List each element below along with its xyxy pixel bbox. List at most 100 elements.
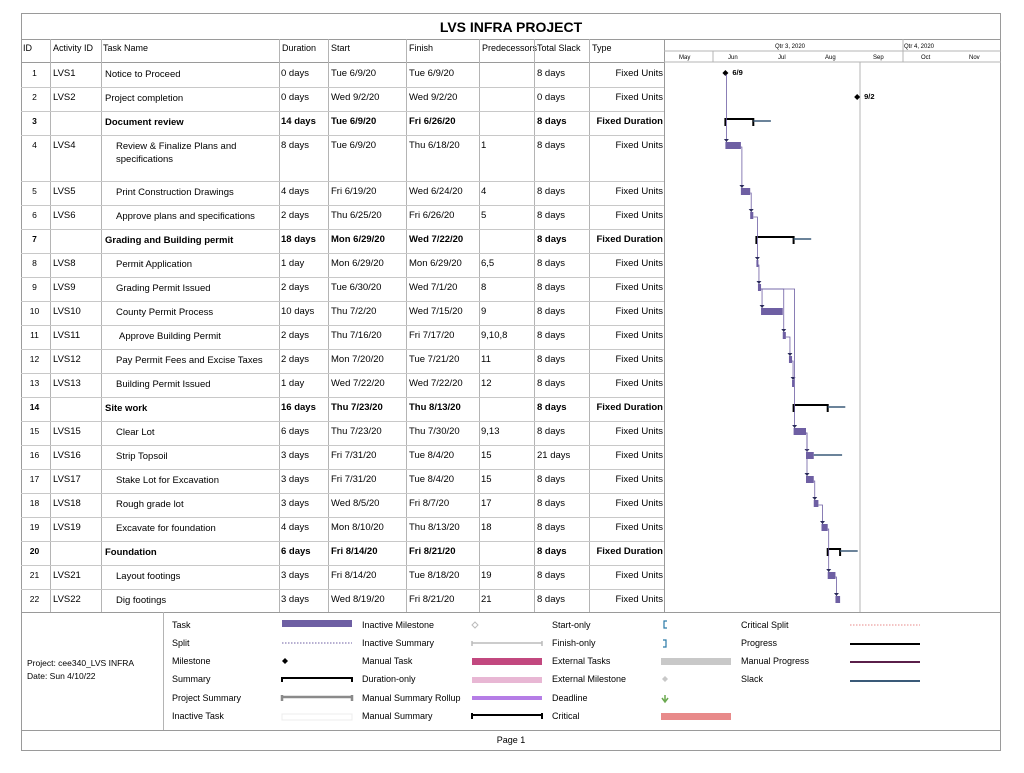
duration: 6 days — [281, 426, 309, 437]
milestone-marker — [854, 94, 861, 100]
dependency-arrowhead — [723, 139, 729, 142]
dependency-arrowhead — [748, 209, 754, 212]
dependency-link — [725, 74, 727, 142]
activity-id: LVS5 — [53, 186, 76, 197]
finish-date: Wed 7/15/20 — [409, 306, 463, 317]
total-slack: 8 days — [537, 68, 565, 79]
header-finish[interactable]: Finish — [409, 43, 434, 53]
duration: 3 days — [281, 474, 309, 485]
task-type: Fixed Units — [615, 186, 663, 197]
total-slack: 8 days — [537, 498, 565, 509]
task-row[interactable]: 9 LVS9 Grading Permit Issued 2 days Tue 6/30… — [21, 277, 664, 302]
task-name: Layout footings — [116, 571, 181, 582]
page-title: LVS INFRA PROJECT — [439, 19, 583, 35]
task-bar — [827, 572, 836, 579]
legend-label: Manual Task — [362, 656, 413, 666]
duration: 0 days — [281, 68, 309, 79]
header-task-name[interactable]: Task Name — [103, 43, 149, 53]
task-row[interactable]: 22 LVS22 Dig footings 3 days Wed 8/19/20 Fri … — [21, 589, 664, 613]
dependency-arrowhead — [826, 569, 832, 572]
task-row[interactable]: 2 LVS2 Project completion 0 days Wed 9/2/20 W… — [21, 87, 664, 112]
finish-date: Thu 8/13/20 — [409, 522, 460, 533]
task-type: Fixed Units — [615, 354, 663, 365]
task-row[interactable]: 11 LVS11 Approve Building Permit 2 days Thu … — [21, 325, 664, 350]
activity-id: LVS22 — [53, 594, 81, 605]
activity-id: LVS8 — [53, 258, 76, 269]
task-row[interactable]: 20 Foundation 6 days Fri 8/14/20 Fri 8/21/20… — [21, 541, 664, 566]
header-type[interactable]: Type — [592, 43, 612, 53]
task-row[interactable]: 15 LVS15 Clear Lot 6 days Thu 7/23/20 Thu 7/3… — [21, 421, 664, 446]
task-id: 15 — [29, 426, 40, 436]
header-slack[interactable]: Total Slack — [537, 43, 581, 53]
legend-divider — [163, 612, 164, 730]
finish-date: Tue 8/18/20 — [409, 570, 460, 581]
task-name: Building Permit Issued — [116, 379, 211, 390]
start-date: Fri 7/31/20 — [331, 450, 377, 461]
task-type: Fixed Units — [615, 306, 663, 317]
task-row[interactable]: 1 LVS1 Notice to Proceed 0 days Tue 6/9/20 Tu… — [21, 63, 664, 88]
task-name: Approve plans and specifications — [116, 211, 255, 222]
legend-external-milestone-symbol — [662, 676, 668, 682]
task-bar — [782, 332, 786, 339]
dependency-link — [785, 336, 791, 356]
task-row[interactable]: 10 LVS10 County Permit Process 10 days Thu 7… — [21, 301, 664, 326]
duration: 4 days — [281, 522, 309, 533]
task-bar — [806, 452, 814, 459]
legend-label: External Tasks — [552, 656, 611, 666]
task-row[interactable]: 4 LVS4 Review & Finalize Plans and specifi… — [21, 135, 664, 182]
month-label: Aug — [825, 55, 836, 61]
dependency-arrowhead — [792, 425, 798, 428]
task-bar — [821, 524, 828, 531]
legend-label: Split — [172, 638, 190, 648]
duration: 3 days — [281, 594, 309, 605]
task-id: 19 — [29, 522, 40, 532]
legend-label: Inactive Summary — [362, 638, 435, 648]
task-type: Fixed Duration — [596, 116, 663, 127]
task-row[interactable]: 7 Grading and Building permit 18 days Mon 6… — [21, 229, 664, 254]
start-date: Wed 9/2/20 — [331, 92, 380, 103]
header-duration[interactable]: Duration — [282, 43, 317, 53]
task-row[interactable]: 16 LVS16 Strip Topsoil 3 days Fri 7/31/20 Tue… — [21, 445, 664, 470]
legend-label: External Milestone — [552, 674, 627, 684]
total-slack: 8 days — [537, 570, 565, 581]
task-row[interactable]: 12 LVS12 Pay Permit Fees and Excise Taxes 2… — [21, 349, 664, 374]
dependency-link — [806, 432, 808, 476]
header-predecessors[interactable]: Predecessors — [482, 43, 538, 53]
total-slack: 8 days — [537, 210, 565, 221]
task-row[interactable]: 18 LVS18 Rough grade lot 3 days Wed 8/5/20 Fr… — [21, 493, 664, 518]
header-activity[interactable]: Activity ID — [53, 43, 94, 53]
duration: 3 days — [281, 570, 309, 581]
legend-manual-rollup-symbol — [472, 696, 542, 700]
task-row[interactable]: 3 Document review 14 days Tue 6/9/20 Fri 6/2… — [21, 111, 664, 136]
task-name: Pay Permit Fees and Excise Taxes — [116, 355, 263, 366]
task-bar — [813, 500, 819, 507]
activity-id: LVS2 — [53, 92, 76, 103]
month-label: Jul — [778, 55, 786, 61]
total-slack: 8 days — [537, 426, 565, 437]
predecessors: 4 — [481, 186, 487, 197]
task-bar — [757, 284, 762, 291]
duration: 14 days — [281, 116, 316, 127]
dependency-link — [827, 528, 830, 572]
finish-date: Fri 7/17/20 — [409, 330, 455, 341]
task-bar — [725, 142, 741, 149]
task-row[interactable]: 6 LVS6 Approve plans and specifications 2 d… — [21, 205, 664, 230]
task-name: County Permit Process — [116, 307, 214, 318]
summary-bar — [792, 404, 829, 412]
task-row[interactable]: 21 LVS21 Layout footings 3 days Fri 8/14/20 T… — [21, 565, 664, 590]
task-row[interactable]: 8 LVS8 Permit Application 1 day Mon 6/29/20 M… — [21, 253, 664, 278]
header-start[interactable]: Start — [331, 43, 351, 53]
footer-divider — [21, 730, 1001, 731]
header-id[interactable]: ID — [23, 43, 32, 53]
header-divider — [21, 62, 664, 63]
task-type: Fixed Units — [615, 450, 663, 461]
task-row[interactable]: 5 LVS5 Print Construction Drawings 4 days Fr… — [21, 181, 664, 206]
task-row[interactable]: 14 Site work 16 days Thu 7/23/20 Thu 8/13/20… — [21, 397, 664, 422]
legend-label: Finish-only — [552, 638, 596, 648]
duration: 2 days — [281, 282, 309, 293]
task-row[interactable]: 19 LVS19 Excavate for foundation 4 days Mon … — [21, 517, 664, 542]
task-row[interactable]: 17 LVS17 Stake Lot for Excavation 3 days Fri… — [21, 469, 664, 494]
summary-bar — [755, 236, 795, 244]
task-row[interactable]: 13 LVS13 Building Permit Issued 1 day Wed 7/… — [21, 373, 664, 398]
activity-id: LVS6 — [53, 210, 76, 221]
